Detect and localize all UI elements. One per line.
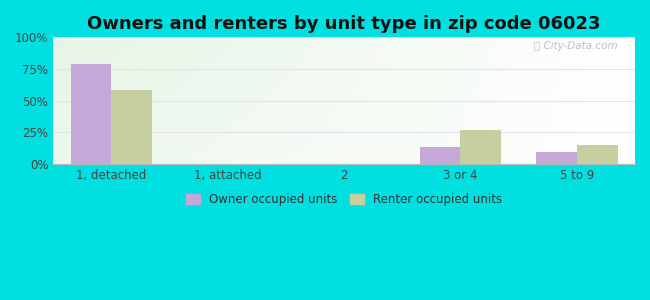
Bar [420,147,460,164]
Bar [536,152,577,164]
Bar [111,91,152,164]
Bar [71,64,111,164]
Legend: Owner occupied units, Renter occupied units: Owner occupied units, Renter occupied un… [181,189,507,211]
Title: Owners and renters by unit type in zip code 06023: Owners and renters by unit type in zip c… [87,15,601,33]
Bar [460,130,501,164]
Bar [577,145,617,164]
Text: ⓘ City-Data.com: ⓘ City-Data.com [534,41,618,51]
